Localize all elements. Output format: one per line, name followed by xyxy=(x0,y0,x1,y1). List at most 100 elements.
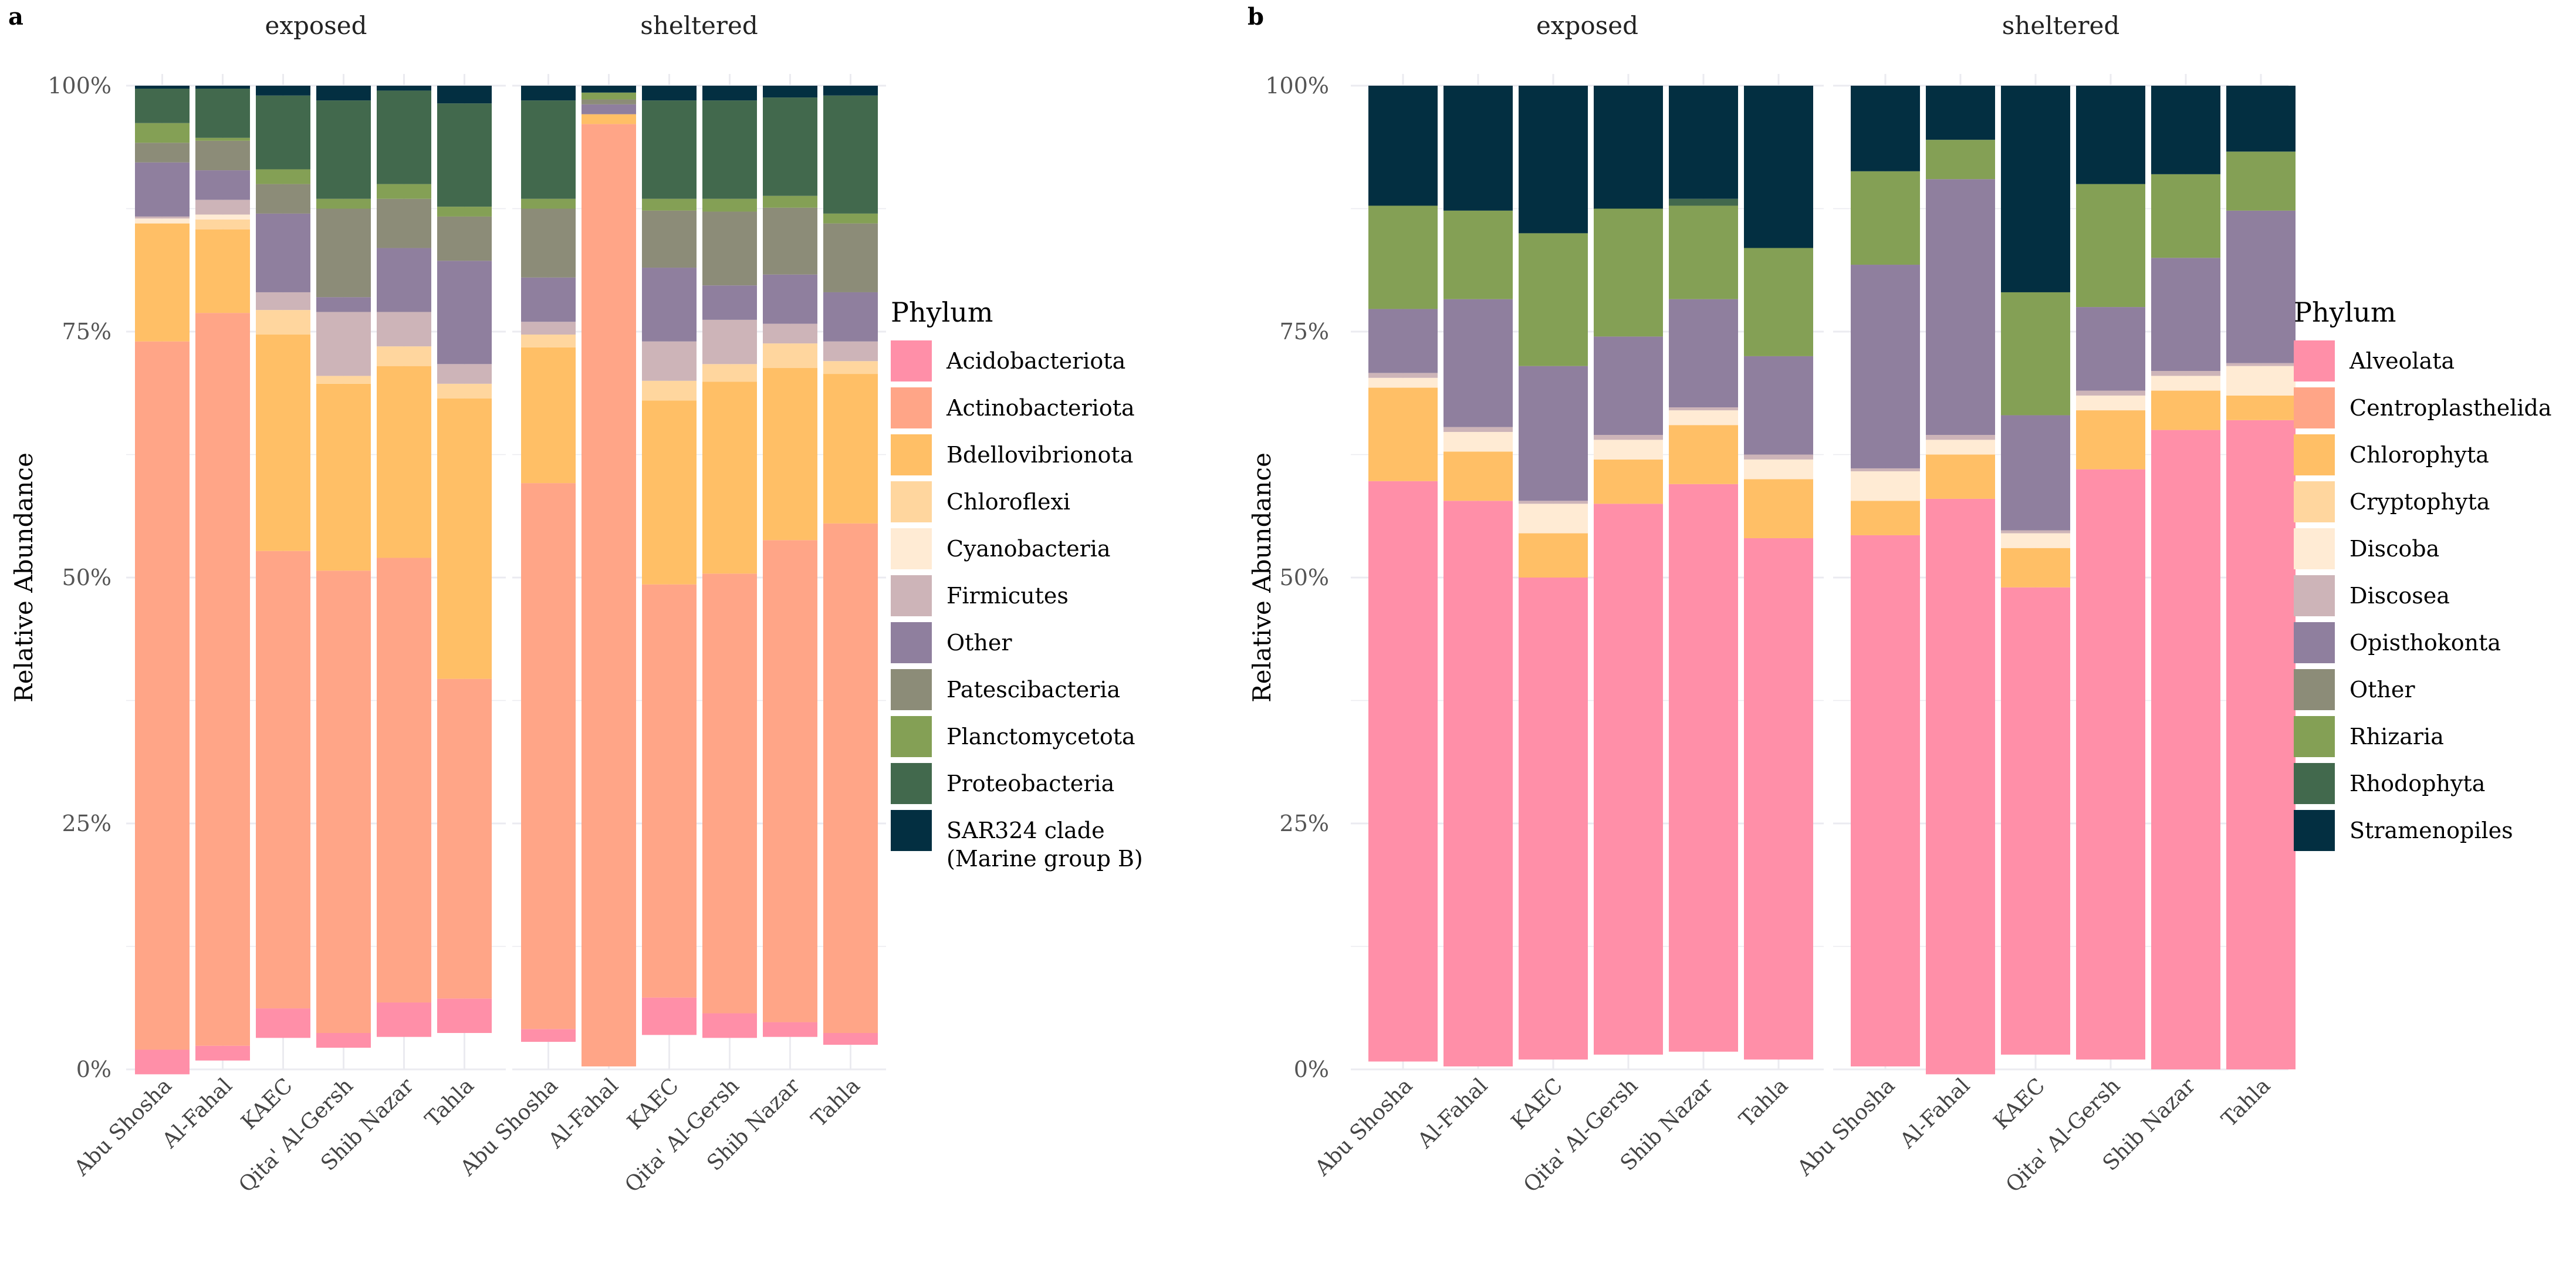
panel-a: a Relative Abundance 0% 25% 50% 75% 100% expose… xyxy=(8,3,1143,1197)
bar-segment-sar324-clade-marine-group-b- xyxy=(582,86,636,93)
bar-segment-rhizaria xyxy=(2076,184,2145,308)
facet-title: sheltered xyxy=(640,11,758,40)
bar-KAEC: KAEC xyxy=(236,86,310,1135)
bar-segment-sar324-clade-marine-group-b- xyxy=(642,86,697,101)
bar-segment-discosea xyxy=(1744,454,1813,460)
legend-swatch xyxy=(2294,528,2335,569)
bar-segment-stramenopiles xyxy=(1443,86,1513,211)
bar-segment-discosea xyxy=(2001,530,2070,534)
legend-swatch xyxy=(891,340,932,382)
bar-segment-bdellovibrionota xyxy=(437,398,492,679)
legend-label: Centroplasthelida xyxy=(2349,395,2552,421)
legend: Phylum Alveolata Centroplasthelida Chloroph… xyxy=(2294,296,2552,851)
legend-label: Actinobacteriota xyxy=(946,395,1135,421)
legend-label: Rhizaria xyxy=(2349,724,2444,750)
bar-segment-acidobacteriota xyxy=(316,1032,371,1048)
bar-segment-chlorophyta xyxy=(2076,410,2145,470)
bar-segment-opisthokonta xyxy=(2226,210,2296,363)
bar-segment-stramenopiles xyxy=(2151,86,2220,174)
bar-segment-patescibacteria xyxy=(582,99,636,104)
legend-swatch xyxy=(891,669,932,710)
bar-segment-discoba xyxy=(1594,440,1663,460)
bar-segment-patescibacteria xyxy=(195,140,250,171)
bar-segment-rhizaria xyxy=(2151,174,2220,258)
bar-KAEC: KAEC xyxy=(1507,86,1588,1135)
y-tick-label: 100% xyxy=(48,73,111,99)
bar-segment-patescibacteria xyxy=(316,208,371,298)
bar-segment-chlorophyta xyxy=(2151,390,2220,430)
bar-segment-actinobacteriota xyxy=(316,570,371,1033)
bar-segment-patescibacteria xyxy=(135,143,190,163)
bar-segment-stramenopiles xyxy=(1519,86,1588,234)
legend-label: Other xyxy=(946,630,1012,656)
bar-segment-proteobacteria xyxy=(521,100,576,199)
bar-segment-sar324-clade-marine-group-b- xyxy=(195,86,250,89)
bar-segment-proteobacteria xyxy=(702,100,757,199)
bar-segment-rhizaria xyxy=(2226,151,2296,211)
bar-segment-chloroflexi xyxy=(702,364,757,382)
bar-segment-other xyxy=(582,104,636,114)
bar-segment-alveolata xyxy=(1443,501,1513,1066)
bar-segment-discoba xyxy=(1851,471,1920,501)
bar-Tahla: Tahla xyxy=(807,86,878,1132)
bar-segment-actinobacteriota xyxy=(195,313,250,1046)
bar-segment-actinobacteriota xyxy=(437,678,492,999)
bar-segment-bdellovibrionota xyxy=(377,366,431,558)
bar-segment-rhizaria xyxy=(1744,248,1813,356)
bar-segment-patescibacteria xyxy=(823,223,878,292)
y-axis-title: Relative Abundance xyxy=(1248,453,1276,703)
bar-segment-discosea xyxy=(1594,434,1663,440)
bar-segment-other xyxy=(316,297,371,312)
legend-label: Bdellovibrionota xyxy=(946,442,1133,468)
bar-segment-discosea xyxy=(2076,390,2145,396)
bar-segment-chloroflexi xyxy=(437,383,492,399)
bar-segment-planctomycetota xyxy=(316,198,371,209)
bar-segment-planctomycetota xyxy=(763,195,817,208)
bar-Al-Fahal: Al-Fahal xyxy=(1895,86,1995,1153)
bar-segment-cyanobacteria xyxy=(195,214,250,220)
bar-segment-discoba xyxy=(1443,431,1513,452)
bar-segment-proteobacteria xyxy=(377,90,431,184)
bar-segment-sar324-clade-marine-group-b- xyxy=(437,86,492,104)
bar-segment-firmicutes xyxy=(521,322,576,335)
y-tick-label: 0% xyxy=(76,1056,111,1082)
bar-segment-other xyxy=(702,285,757,320)
bar-segment-firmicutes xyxy=(195,200,250,215)
bar-segment-discosea xyxy=(1851,468,1920,471)
bar-segment-discoba xyxy=(1926,440,1995,455)
bar-segment-patescibacteria xyxy=(437,216,492,261)
bar-segment-firmicutes xyxy=(763,323,817,344)
bar-segment-firmicutes xyxy=(823,341,878,362)
bar-Abu Shosha: Abu Shosha xyxy=(1310,86,1438,1181)
bar-segment-proteobacteria xyxy=(823,95,878,214)
legend-swatch xyxy=(2294,716,2335,757)
y-tick-label: 25% xyxy=(1280,811,1329,836)
legend-swatch xyxy=(891,622,932,663)
bar-segment-discosea xyxy=(1368,373,1438,378)
bar-segment-cyanobacteria xyxy=(135,218,190,224)
x-tick-label: Tahla xyxy=(1735,1073,1793,1132)
bar-segment-other xyxy=(135,162,190,217)
bar-Abu Shosha: Abu Shosha xyxy=(69,86,190,1181)
bar-segment-chloroflexi xyxy=(521,335,576,347)
bar-segment-bdellovibrionota xyxy=(823,374,878,524)
legend-label: Cryptophyta xyxy=(2349,489,2490,515)
panel-b: b Relative Abundance 0% 25% 50% 75% 100% expose… xyxy=(1248,3,2552,1197)
bar-segment-stramenopiles xyxy=(2226,86,2296,152)
x-tick-label: Tahla xyxy=(421,1073,479,1132)
bar-segment-discoba xyxy=(1368,377,1438,388)
x-tick-label: KAEC xyxy=(1507,1073,1567,1134)
bar-segment-rhizaria xyxy=(1669,205,1738,299)
panel-label: b xyxy=(1248,3,1264,31)
bar-segment-acidobacteriota xyxy=(521,1029,576,1042)
bar-segment-acidobacteriota xyxy=(437,998,492,1033)
bar-segment-chloroflexi xyxy=(377,346,431,366)
legend-swatch xyxy=(2294,481,2335,522)
y-tick-label: 50% xyxy=(1280,565,1329,590)
facet-title: exposed xyxy=(1536,11,1638,40)
y-tick-label: 0% xyxy=(1294,1056,1329,1082)
legend-label: Other xyxy=(2349,677,2415,703)
